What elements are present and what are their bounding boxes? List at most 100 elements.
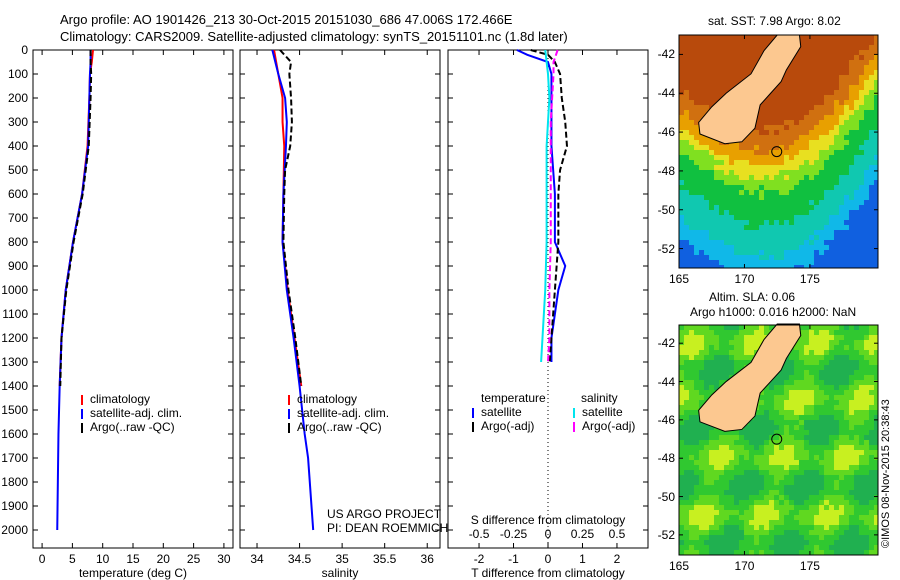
map-cell xyxy=(704,250,709,255)
map-cell xyxy=(724,470,729,475)
map-cell xyxy=(784,165,789,170)
map-cell xyxy=(854,185,859,190)
map-cell xyxy=(714,360,719,365)
map-cell xyxy=(784,520,789,525)
map-cell xyxy=(784,545,789,550)
map-cell xyxy=(829,95,834,100)
map-cell xyxy=(704,540,709,545)
map-cell xyxy=(809,125,814,130)
map-cell xyxy=(794,440,799,445)
map-cell xyxy=(759,180,764,185)
lon-tick-label: 175 xyxy=(795,272,825,286)
map-cell xyxy=(689,345,694,350)
map-cell xyxy=(779,205,784,210)
map-cell xyxy=(789,505,794,510)
map-cell xyxy=(799,150,804,155)
map-cell xyxy=(804,525,809,530)
map-cell xyxy=(859,190,864,195)
map-cell xyxy=(704,440,709,445)
map-cell xyxy=(709,150,714,155)
map-cell xyxy=(694,405,699,410)
map-cell xyxy=(754,165,759,170)
map-cell xyxy=(784,400,789,405)
map-cell xyxy=(839,535,844,540)
map-cell xyxy=(694,545,699,550)
map-cell xyxy=(814,330,819,335)
map-cell xyxy=(734,175,739,180)
legend-heading-salinity: salinity xyxy=(581,391,618,405)
map-cell xyxy=(769,415,774,420)
map-cell xyxy=(839,85,844,90)
map-cell xyxy=(774,210,779,215)
map-cell xyxy=(784,225,789,230)
map-cell xyxy=(849,525,854,530)
map-cell xyxy=(684,130,689,135)
map-cell xyxy=(704,380,709,385)
map-cell xyxy=(709,535,714,540)
map-cell xyxy=(864,430,869,435)
map-cell xyxy=(844,545,849,550)
map-cell xyxy=(774,260,779,265)
map-cell xyxy=(809,110,814,115)
map-cell xyxy=(759,410,764,415)
map-cell xyxy=(834,160,839,165)
map-cell xyxy=(704,330,709,335)
map-cell xyxy=(779,185,784,190)
map-cell xyxy=(844,470,849,475)
map-cell xyxy=(819,425,824,430)
map-cell xyxy=(819,450,824,455)
map-cell xyxy=(829,520,834,525)
map-cell xyxy=(754,500,759,505)
map-cell xyxy=(864,200,869,205)
map-cell xyxy=(684,435,689,440)
map-cell xyxy=(719,170,724,175)
map-cell xyxy=(684,190,689,195)
map-cell xyxy=(774,445,779,450)
map-cell xyxy=(824,165,829,170)
map-cell xyxy=(809,440,814,445)
map-cell xyxy=(679,215,684,220)
map-cell xyxy=(819,165,824,170)
map-cell xyxy=(739,430,744,435)
map-cell xyxy=(749,480,754,485)
map-cell xyxy=(864,190,869,195)
map-cell xyxy=(749,505,754,510)
map-cell xyxy=(824,325,829,330)
map-cell xyxy=(794,380,799,385)
map-cell xyxy=(784,395,789,400)
map-cell xyxy=(839,345,844,350)
map-cell xyxy=(694,535,699,540)
map-cell xyxy=(844,425,849,430)
map-cell xyxy=(839,225,844,230)
map-cell xyxy=(804,445,809,450)
map-cell xyxy=(769,225,774,230)
map-cell xyxy=(749,35,754,40)
map-cell xyxy=(739,185,744,190)
map-cell xyxy=(834,525,839,530)
map-cell xyxy=(829,335,834,340)
legend-swatch xyxy=(81,409,83,419)
map-cell xyxy=(689,260,694,265)
map-cell xyxy=(754,145,759,150)
map-cell xyxy=(854,210,859,215)
map-cell xyxy=(679,70,684,75)
map-cell xyxy=(699,105,704,110)
map-cell xyxy=(874,540,878,545)
map-cell xyxy=(834,45,839,50)
legend-entry: Argo(..raw -QC) xyxy=(297,420,382,434)
map-cell xyxy=(869,250,874,255)
map-cell xyxy=(689,85,694,90)
map-cell xyxy=(874,330,878,335)
map-cell xyxy=(779,90,784,95)
map-cell xyxy=(744,140,749,145)
map-cell xyxy=(869,220,874,225)
map-cell xyxy=(819,515,824,520)
lat-tick-label: -46 xyxy=(647,413,675,427)
map-cell xyxy=(844,330,849,335)
map-cell xyxy=(754,495,759,500)
map-cell xyxy=(849,95,854,100)
map-cell xyxy=(714,350,719,355)
map-cell xyxy=(784,190,789,195)
map-cell xyxy=(804,75,809,80)
map-cell xyxy=(839,450,844,455)
